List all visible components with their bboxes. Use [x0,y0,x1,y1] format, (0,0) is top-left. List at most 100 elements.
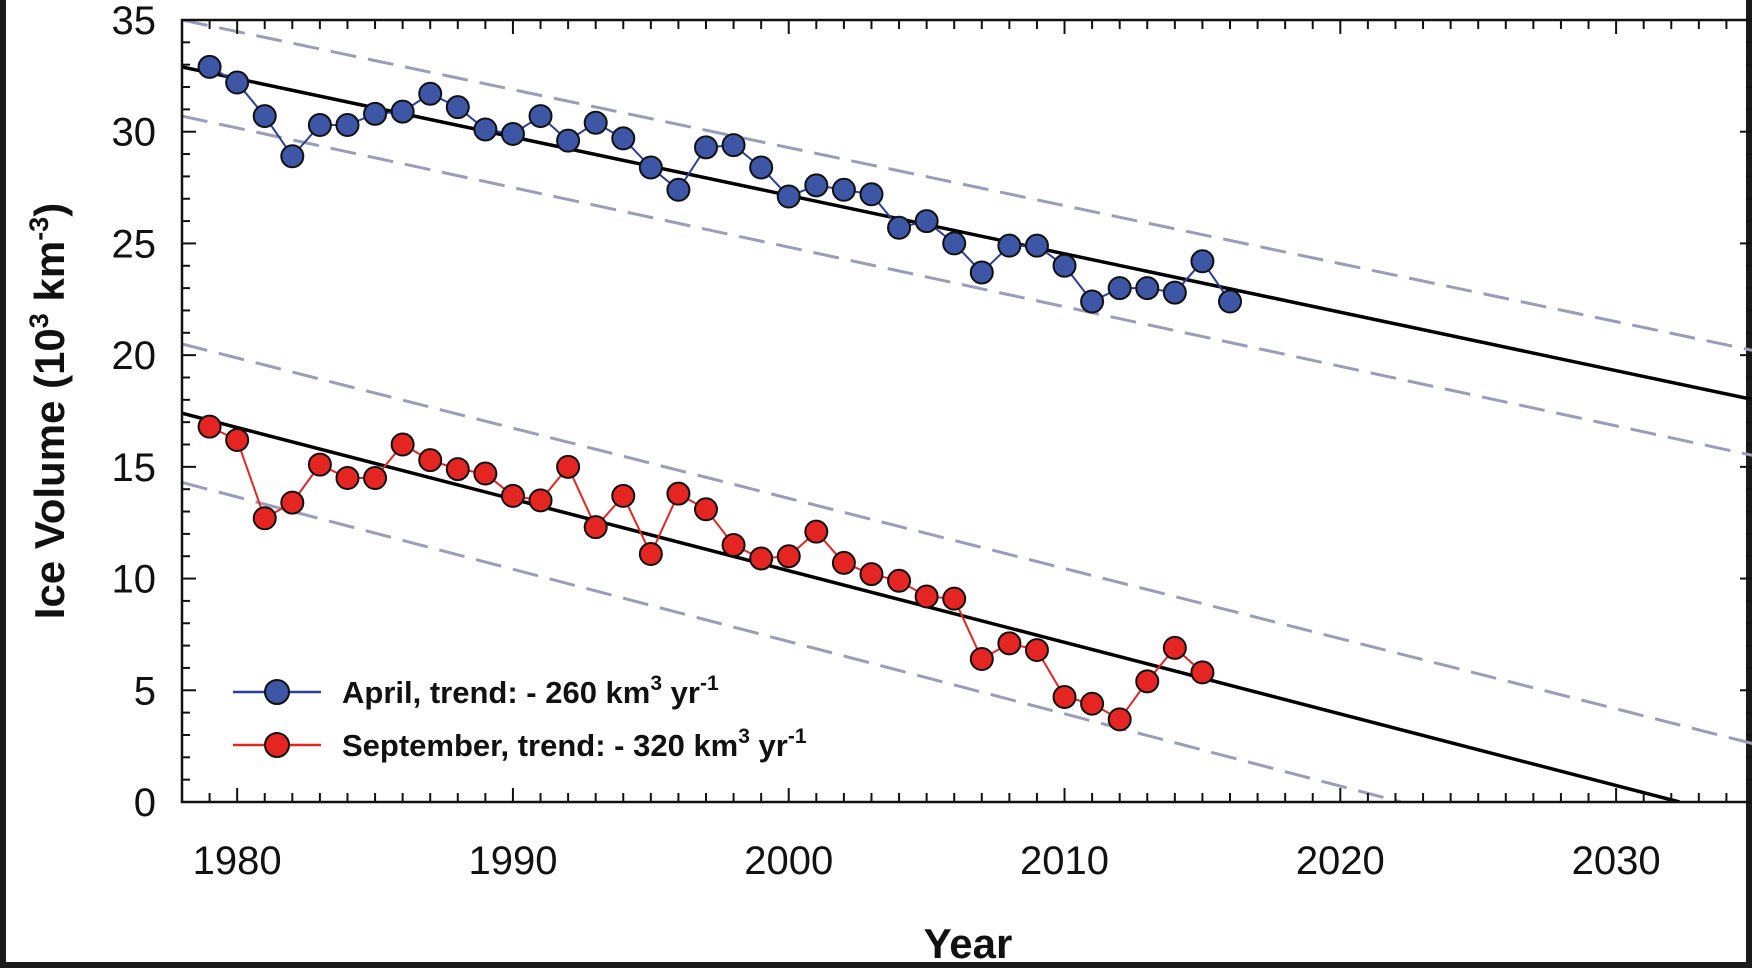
legend-september-text: September, trend: - 320 km [342,728,738,763]
legend-marker-april [264,679,290,705]
september-data-point [721,533,746,558]
april-data-point [307,113,332,138]
y-tick-label: 15 [112,446,157,490]
y-tick-label: 30 [112,111,157,155]
april-data-point [942,231,967,256]
legend-label-april: April, trend: - 260 km3 yr-1 [342,672,719,710]
september-data-point [666,481,691,506]
september-data-point [1080,691,1105,716]
legend-april-unit: yr [662,675,700,710]
x-tick-label: 2020 [1296,839,1385,883]
april-data-point [859,182,884,207]
september-data-point [831,550,856,575]
september-data-point [694,497,718,522]
plot-frame [180,18,1752,804]
y-tick-label: 0 [134,781,156,825]
data-series [197,54,1242,732]
september-data-point [887,568,912,593]
legend-entry-april: April, trend: - 260 km3 yr-1 [233,672,719,710]
april-data-point [1107,276,1132,301]
september-data-point [749,546,774,571]
september-lower-bound-line [182,481,1402,802]
april-data-point [776,184,801,209]
x-tick-label: 2000 [744,839,833,883]
april-data-point [804,173,829,198]
april-upper-bound-line [182,20,1752,352]
april-data-point [997,233,1022,258]
april-data-point [500,121,525,146]
x-tick-label: 1990 [468,839,557,883]
april-data-point [831,177,856,202]
september-data-point [390,432,415,457]
april-data-point [914,209,939,234]
y-axis-title: Ice Volume (103 km-3) [24,203,73,619]
legend-label-september: September, trend: - 320 km3 yr-1 [342,725,807,763]
september-data-point [335,466,360,491]
september-data-point [252,506,277,531]
september-data-point [1135,669,1160,694]
legend-marker-september [264,732,290,758]
april-data-point [225,70,250,95]
september-data-point [418,448,443,473]
september-data-point [225,428,250,453]
april-data-point [445,95,470,120]
april-data-point [252,104,277,129]
legend: April, trend: - 260 km3 yr-1 September, … [233,672,807,763]
april-data-point [721,133,746,158]
september-data-point [197,414,222,439]
april-data-point [363,101,388,126]
september-data-point [969,647,994,672]
april-data-point [1024,233,1049,258]
september-data-point [473,461,498,486]
september-data-point [1107,707,1132,732]
legend-september-sup2: -1 [788,725,807,748]
september-data-point [942,586,967,611]
april-data-point [583,110,608,135]
september-data-point [556,454,581,479]
y-axis-title-part: Ice Volume (10 [26,328,73,619]
september-data-point [280,490,305,515]
legend-september-unit: yr [750,728,788,763]
april-data-point [1190,249,1215,274]
september-data-point [1024,638,1049,663]
september-data-point [611,483,636,508]
september-data-point [638,541,663,566]
april-data-point [197,54,222,79]
september-data-point [500,483,525,508]
x-tick-label: 2030 [1572,839,1661,883]
april-data-point [1218,289,1242,314]
april-data-point [969,260,994,285]
y-axis-title-sup2: -3 [24,217,54,241]
april-data-point [418,81,443,106]
ice-volume-chart: 1980 1990 2000 2010 2020 2030 05101520253035 … [24,0,1752,967]
trend-lines [182,20,1752,802]
april-data-point [556,128,581,153]
y-axis-title-sup: 3 [24,313,54,328]
y-tick-label: 20 [112,334,157,378]
april-data-point [638,155,663,180]
april-data-point [1052,253,1077,278]
april-data-point [694,135,718,160]
september-data-point [307,452,332,477]
april-data-point [280,144,305,169]
september-data-point [914,584,939,609]
legend-april-text: April, trend: - 260 km [342,675,650,710]
september-data-point [776,544,801,569]
april-data-point [611,126,636,151]
legend-april-sup: 3 [650,672,662,695]
september-data-point [1162,635,1187,660]
april-data-point [749,155,774,180]
april-data-point [1162,280,1187,305]
y-tick-label: 25 [112,222,157,266]
april-series-line [209,66,1231,303]
y-axis-title-end: ) [26,203,73,217]
x-axis-title: Year [924,920,1013,967]
september-data-point [363,466,388,491]
x-axis: 1980 1990 2000 2010 2020 2030 [181,20,1728,883]
september-data-point [997,631,1022,656]
legend-september-sup: 3 [738,725,750,748]
april-data-point [528,104,553,129]
september-data-point [528,488,553,513]
april-data-point [1135,276,1160,301]
